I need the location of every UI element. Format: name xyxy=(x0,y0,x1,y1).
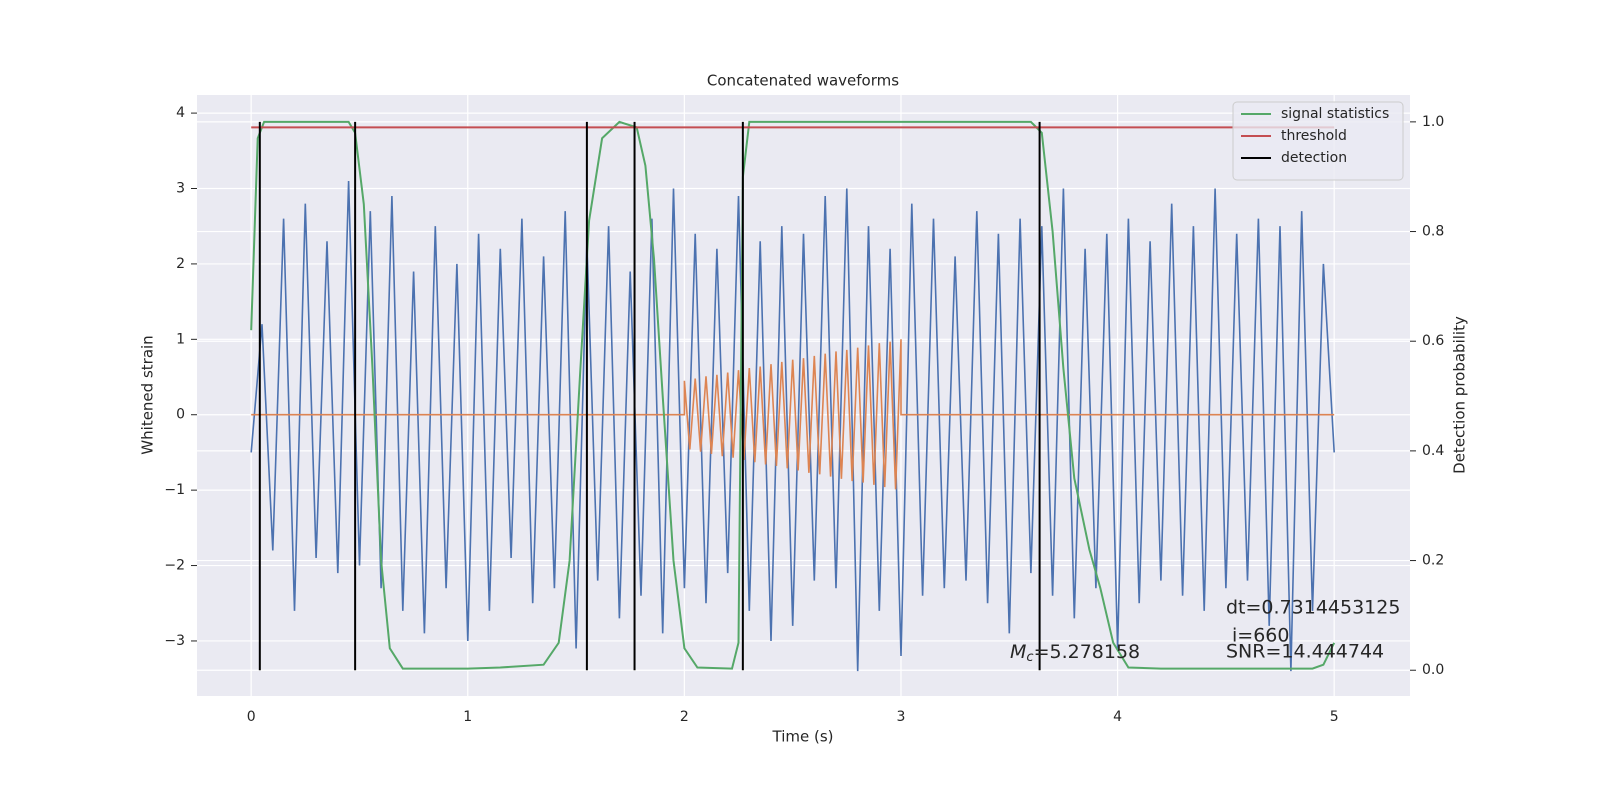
annotation: i=660 xyxy=(1232,625,1289,647)
x-tick-label: 2 xyxy=(680,709,689,725)
legend-label: detection xyxy=(1281,150,1347,166)
y-axis-label: Whitened strain xyxy=(139,335,157,454)
series-line xyxy=(250,180,1335,672)
plot-area xyxy=(197,95,1410,696)
y-tick-label: 0 xyxy=(176,407,185,423)
x-tick-label: 1 xyxy=(463,709,472,725)
series-line xyxy=(251,339,1335,490)
x-tick-label: 5 xyxy=(1330,709,1339,725)
annotation-symbol: M xyxy=(1010,641,1026,663)
annotation: dt=0.7314453125 xyxy=(1226,597,1400,619)
y-tick-label: −2 xyxy=(164,558,185,574)
y2-axis-label: Detection probability xyxy=(1451,316,1469,474)
annotation-subscript: c xyxy=(1026,650,1033,665)
legend-label: threshold xyxy=(1281,128,1347,144)
y2-tick-label: 0.8 xyxy=(1422,224,1444,240)
annotation: Mc=5.278158 xyxy=(1010,641,1140,665)
plot xyxy=(250,120,1336,672)
y-tick-label: 2 xyxy=(176,256,185,272)
y2-tick-label: 0.0 xyxy=(1422,662,1444,678)
y2-tick-label: 0.6 xyxy=(1422,333,1444,349)
y-tick-label: −3 xyxy=(164,633,185,649)
legend-label: signal statistics xyxy=(1281,106,1389,122)
y2-tick-label: 1.0 xyxy=(1422,114,1444,130)
chart-title: Concatenated waveforms xyxy=(707,72,899,90)
x-tick-label: 3 xyxy=(897,709,906,725)
x-tick-label: 4 xyxy=(1113,709,1122,725)
y-tick-label: 1 xyxy=(176,331,185,347)
annotation-text: =5.278158 xyxy=(1034,641,1141,663)
y-tick-label: 4 xyxy=(176,105,185,121)
annotation: SNR=14.444744 xyxy=(1226,641,1384,663)
y2-tick-label: 0.2 xyxy=(1422,553,1444,569)
legend-box xyxy=(1232,101,1404,181)
y2-tick-label: 0.4 xyxy=(1422,443,1444,459)
x-tick-label: 0 xyxy=(247,709,256,725)
series-line xyxy=(250,120,1336,670)
y-tick-label: −1 xyxy=(164,482,185,498)
x-axis-label: Time (s) xyxy=(772,728,834,746)
y-tick-label: 3 xyxy=(176,181,185,197)
